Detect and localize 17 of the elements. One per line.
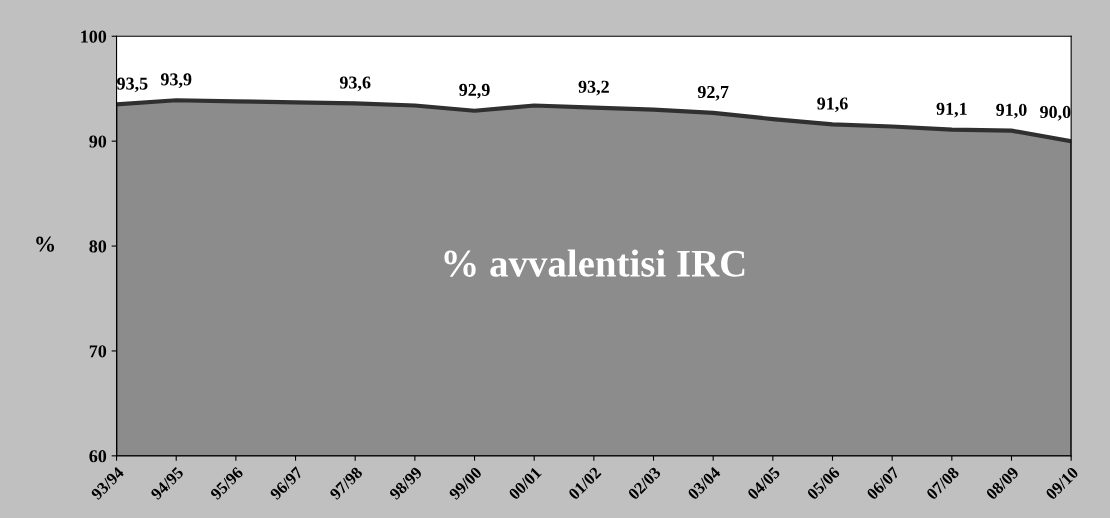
data-label: 90,0 — [1040, 105, 1071, 121]
data-label: 92,9 — [459, 83, 490, 99]
y-tick-label: 80 — [89, 240, 107, 253]
data-label: 91,0 — [996, 103, 1027, 119]
y-tick-label: 70 — [89, 345, 107, 358]
y-tick-label: 100 — [81, 30, 107, 43]
data-label: 91,1 — [936, 102, 967, 118]
annotation: % avvalentisi IRC — [444, 249, 745, 277]
y-tick-label: 60 — [89, 450, 107, 463]
data-label: 93,9 — [160, 73, 192, 89]
data-label: 93,6 — [339, 76, 371, 92]
y-axis-title: % — [36, 236, 55, 252]
y-tick-label: 90 — [89, 135, 107, 148]
data-label: 93,2 — [578, 80, 609, 96]
data-label: 92,7 — [697, 85, 729, 101]
data-label: 93,5 — [117, 77, 148, 93]
data-label: 91,6 — [817, 97, 848, 113]
